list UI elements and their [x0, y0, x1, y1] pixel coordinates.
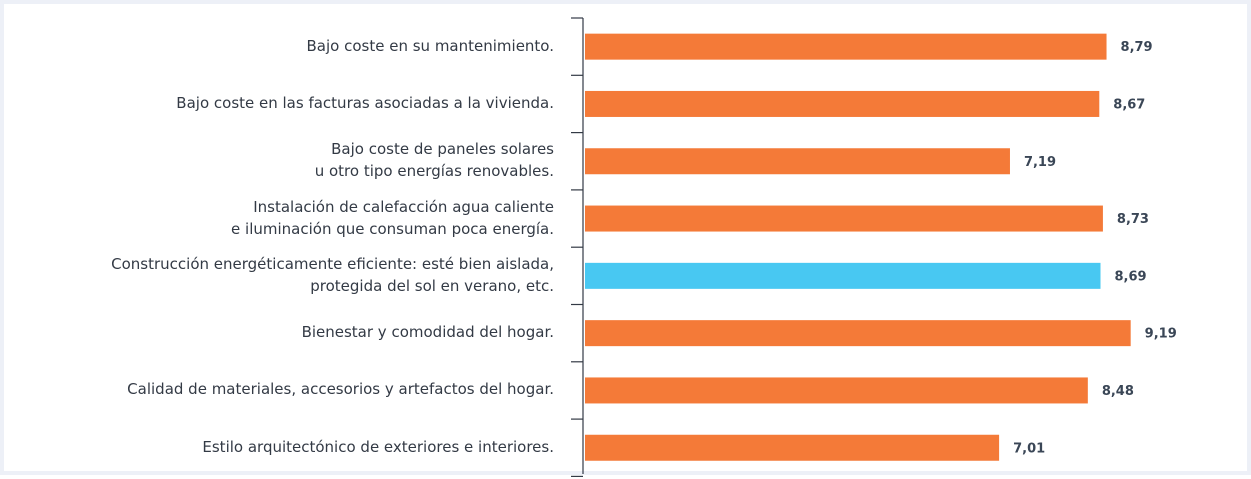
- bar: [585, 90, 1100, 117]
- plot: 8,79 8,67 7,19 8,73 8,69 9,19 8,48 7,01: [571, 17, 1177, 477]
- category-label: Construcción energéticamente eficiente: …: [111, 254, 554, 295]
- bar: [585, 434, 1000, 461]
- category-label: Instalación de calefacción agua caliente…: [231, 197, 554, 238]
- category-label: Calidad de materiales, accesorios y arte…: [127, 380, 554, 399]
- value-label: 8,69: [1115, 269, 1147, 284]
- bar: [585, 33, 1107, 60]
- value-label: 7,01: [1013, 441, 1045, 456]
- value-label: 8,67: [1113, 97, 1145, 112]
- category-label: Bajo coste en su mantenimiento.: [306, 36, 554, 55]
- category-label: Bienestar y comodidad del hogar.: [301, 323, 554, 342]
- bar: [585, 377, 1088, 404]
- value-label: 9,19: [1145, 327, 1177, 342]
- value-label: 8,79: [1121, 40, 1153, 55]
- value-label: 7,19: [1024, 155, 1056, 170]
- bar: [585, 262, 1101, 289]
- category-label: Bajo coste de paneles solares u otro tip…: [314, 140, 554, 181]
- bar: [585, 205, 1103, 232]
- value-label: 8,73: [1117, 212, 1149, 227]
- category-label: Estilo arquitectónico de exteriores e in…: [202, 437, 554, 456]
- value-label: 8,48: [1102, 384, 1134, 399]
- bar: [585, 320, 1131, 347]
- bar: [585, 148, 1010, 175]
- category-label: Bajo coste en las facturas asociadas a l…: [176, 93, 554, 112]
